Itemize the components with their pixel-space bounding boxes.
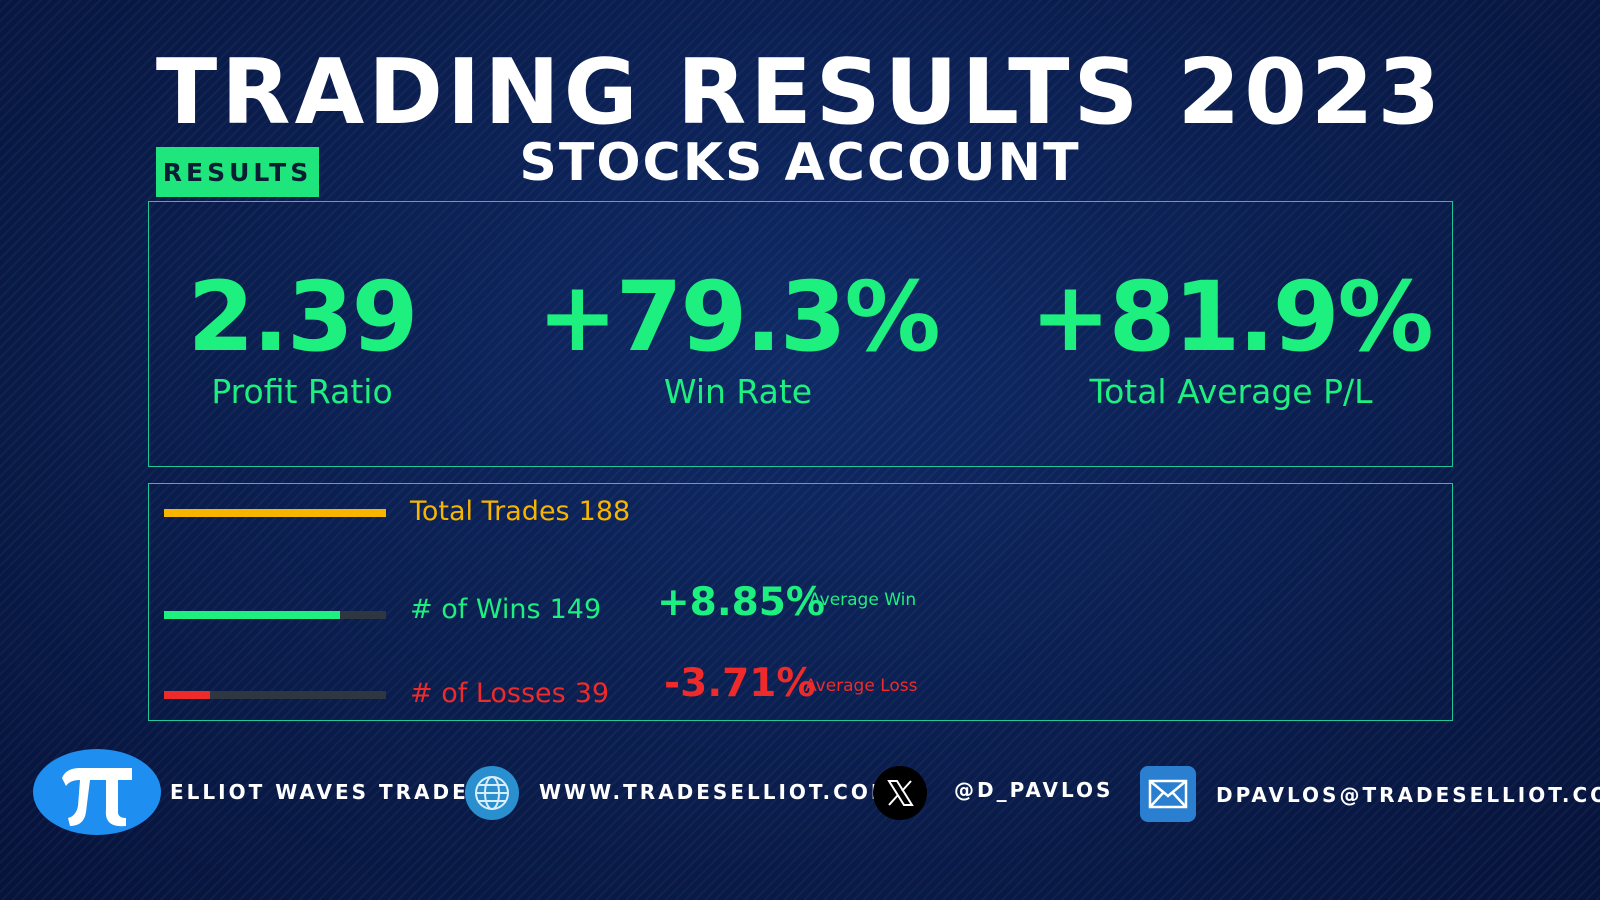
- kpi-value: +81.9%: [1030, 261, 1433, 373]
- globe-icon: [465, 766, 519, 820]
- badge: RESULTS: [156, 147, 319, 197]
- kpi-label: Profit Ratio: [211, 372, 393, 411]
- label: # of Losses: [410, 678, 566, 709]
- website: WWW.TRADESELLIOT.COM: [539, 780, 894, 804]
- subtitle: STOCKS ACCOUNT: [519, 133, 1081, 193]
- kpi: +79.3% Win Rate: [518, 262, 958, 412]
- brand: ELLIOT WAVES TRADES: [170, 780, 487, 804]
- label: Total Trades: [410, 496, 570, 527]
- average-label: Average Loss: [805, 676, 918, 696]
- logo: [33, 749, 161, 835]
- title: TRADING RESULTS 2023: [155, 40, 1445, 145]
- bar-track: [164, 509, 386, 517]
- label: # of Wins: [410, 594, 541, 625]
- value: 39: [574, 678, 610, 709]
- bar: [164, 509, 386, 517]
- email: DPAVLOS@TRADESELLIOT.COM: [1216, 783, 1600, 807]
- bar-track: [164, 691, 386, 699]
- stats-box: [148, 483, 1453, 721]
- stat-label: # of Wins 149: [410, 594, 601, 625]
- bar: [164, 691, 211, 699]
- bar: [164, 611, 340, 619]
- kpi-box: [148, 201, 1453, 467]
- x-icon: [873, 766, 927, 820]
- handle: @D_PAVLOS: [954, 778, 1114, 802]
- stat-label: # of Losses 39: [410, 678, 609, 709]
- bar-track: [164, 611, 386, 619]
- stat-label: Total Trades 188: [410, 496, 630, 527]
- kpi-label: Win Rate: [663, 372, 813, 411]
- kpi: +81.9% Total Average P/L: [1011, 262, 1451, 412]
- average: -3.71%: [664, 661, 816, 706]
- kpi-value: 2.39: [187, 261, 419, 373]
- average: +8.85%: [657, 580, 825, 625]
- value: 149: [549, 594, 602, 625]
- average-label: Average Win: [809, 590, 917, 610]
- value: 188: [578, 496, 631, 527]
- kpi-label: Total Average P/L: [1089, 372, 1373, 411]
- kpi-value: +79.3%: [537, 261, 940, 373]
- mail-icon: [1140, 766, 1196, 822]
- kpi: 2.39 Profit Ratio: [82, 262, 522, 412]
